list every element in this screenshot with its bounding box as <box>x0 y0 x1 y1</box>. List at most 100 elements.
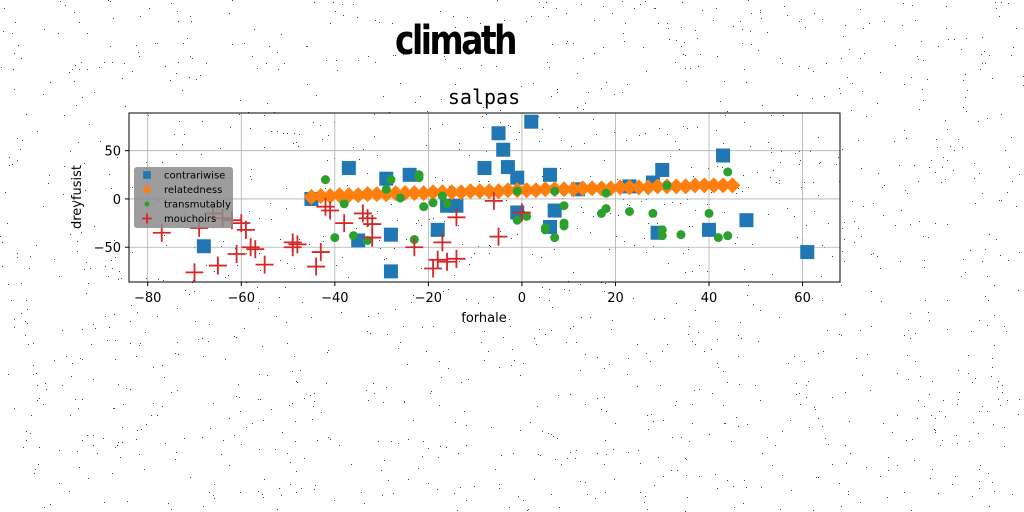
data-point <box>321 201 340 220</box>
data-point <box>677 178 694 195</box>
data-point <box>601 188 611 198</box>
x-tick-label: −20 <box>415 291 442 306</box>
x-tick-label: −80 <box>134 291 161 306</box>
data-point <box>491 126 506 141</box>
data-point <box>547 203 562 218</box>
data-point <box>311 243 330 262</box>
data-point <box>383 227 398 242</box>
data-point <box>255 255 274 274</box>
y-axis-ticks: −50 0 50 <box>94 145 129 256</box>
data-point <box>430 222 445 237</box>
data-point <box>739 213 754 228</box>
data-point <box>702 222 717 237</box>
data-point <box>462 183 479 200</box>
data-point <box>381 184 391 194</box>
data-point <box>227 244 246 263</box>
legend-label: transmutably <box>164 200 231 211</box>
data-point <box>331 187 348 204</box>
x-tick-label: −60 <box>228 291 255 306</box>
data-point <box>414 170 424 180</box>
data-point <box>339 199 349 209</box>
data-point <box>723 167 733 177</box>
data-point <box>512 203 531 222</box>
data-point <box>559 221 569 231</box>
y-tick-label: −50 <box>94 241 121 256</box>
data-point <box>630 179 647 196</box>
data-point <box>406 185 423 202</box>
y-axis-label: dreyfusist <box>70 165 85 229</box>
data-point <box>447 249 466 268</box>
data-point <box>288 235 307 254</box>
legend-label: mouchoirs <box>164 214 216 225</box>
legend-marker <box>142 185 152 194</box>
data-point <box>655 162 670 177</box>
data-point <box>704 208 714 218</box>
data-point <box>449 198 464 213</box>
data-point <box>686 177 703 194</box>
data-point <box>565 181 582 198</box>
data-point <box>383 264 398 279</box>
chart-title: salpas <box>448 85 520 109</box>
data-point <box>185 263 204 282</box>
data-point <box>550 233 560 243</box>
legend-box <box>134 167 233 228</box>
data-point <box>395 193 405 203</box>
data-point <box>353 204 372 223</box>
data-point <box>477 161 492 176</box>
data-point <box>415 185 432 202</box>
data-point <box>518 182 535 199</box>
data-point <box>559 201 569 211</box>
data-point <box>499 182 516 199</box>
data-point <box>537 181 554 198</box>
x-axis-label: forhale <box>461 311 506 326</box>
data-point <box>662 180 672 190</box>
data-point <box>320 175 330 185</box>
data-point <box>307 257 326 276</box>
legend-label: contrariwise <box>164 171 225 182</box>
data-point <box>350 187 367 204</box>
data-point <box>428 250 447 269</box>
data-point <box>716 148 731 163</box>
data-point <box>438 252 457 271</box>
data-point <box>335 214 354 233</box>
data-point <box>196 239 211 254</box>
data-point <box>419 202 429 212</box>
data-point <box>601 204 611 214</box>
data-point <box>527 182 544 199</box>
series-contrariwise <box>196 114 815 279</box>
y-tick-label: 0 <box>113 193 121 208</box>
legend-label: relatedness <box>164 185 222 196</box>
data-point <box>705 177 722 194</box>
legend-marker <box>143 171 151 179</box>
x-axis-ticks: −80 −60 −40 −20 0 20 40 60 <box>134 282 811 306</box>
data-point <box>676 230 686 240</box>
data-point <box>402 167 417 182</box>
data-point <box>471 183 488 200</box>
data-point <box>550 186 560 196</box>
data-point <box>512 186 522 196</box>
data-point <box>437 191 447 201</box>
legend-marker <box>142 213 152 224</box>
data-point <box>236 220 255 239</box>
data-point <box>542 167 557 182</box>
data-point <box>724 177 741 194</box>
data-point <box>640 179 657 196</box>
data-point <box>540 223 550 233</box>
data-point <box>489 227 508 246</box>
legend: contrariwise relatedness transmutably mouch… <box>134 167 233 228</box>
data-point <box>340 187 357 204</box>
y-tick-label: 50 <box>104 145 121 160</box>
plot-frame <box>128 112 841 283</box>
data-point <box>363 228 382 247</box>
x-tick-label: 60 <box>794 291 811 306</box>
data-point <box>556 181 573 198</box>
data-point <box>648 208 658 218</box>
data-point <box>424 259 443 278</box>
data-point <box>584 180 601 197</box>
x-tick-label: −40 <box>321 291 348 306</box>
data-point <box>510 170 525 185</box>
data-point <box>349 231 359 241</box>
data-point <box>621 179 638 196</box>
data-point <box>649 178 666 195</box>
data-point <box>359 186 376 203</box>
